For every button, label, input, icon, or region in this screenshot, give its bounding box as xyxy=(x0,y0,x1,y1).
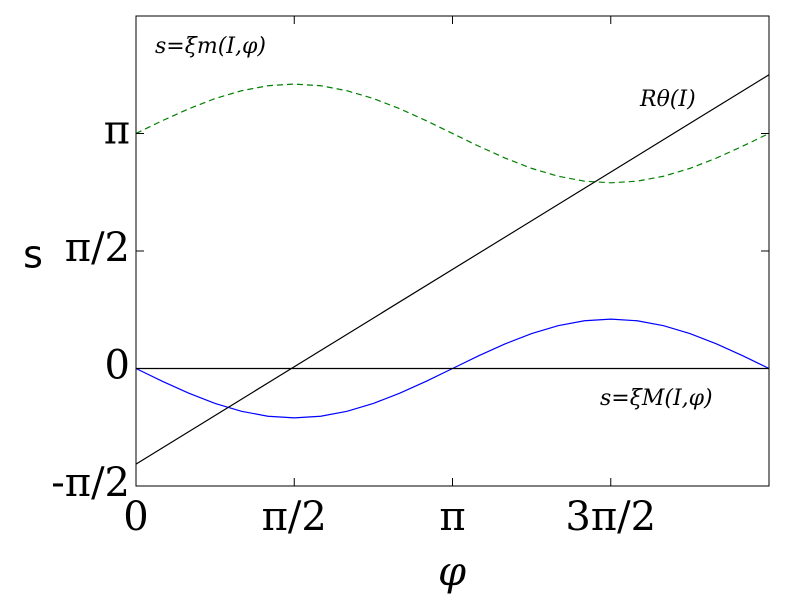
x-tick-label: 0 xyxy=(123,494,148,540)
x-tick-label: π xyxy=(439,494,465,540)
annotation: s=ξm(I,φ) xyxy=(155,34,266,59)
annotation: Rθ(I) xyxy=(639,87,696,112)
x-tick-label: 3π/2 xyxy=(565,494,656,540)
line xyxy=(135,83,770,184)
y-tick-label: π xyxy=(104,107,130,153)
y-tick-label: π/2 xyxy=(65,225,130,271)
x-axis-label: φ xyxy=(438,549,466,595)
y-axis-label: s xyxy=(23,233,43,277)
line xyxy=(135,74,770,465)
y-tick-label: 0 xyxy=(105,342,130,388)
annotation: s=ξM(I,φ) xyxy=(600,386,713,411)
x-tick-label: π/2 xyxy=(262,494,327,540)
y-tick-label: -π/2 xyxy=(51,460,130,506)
